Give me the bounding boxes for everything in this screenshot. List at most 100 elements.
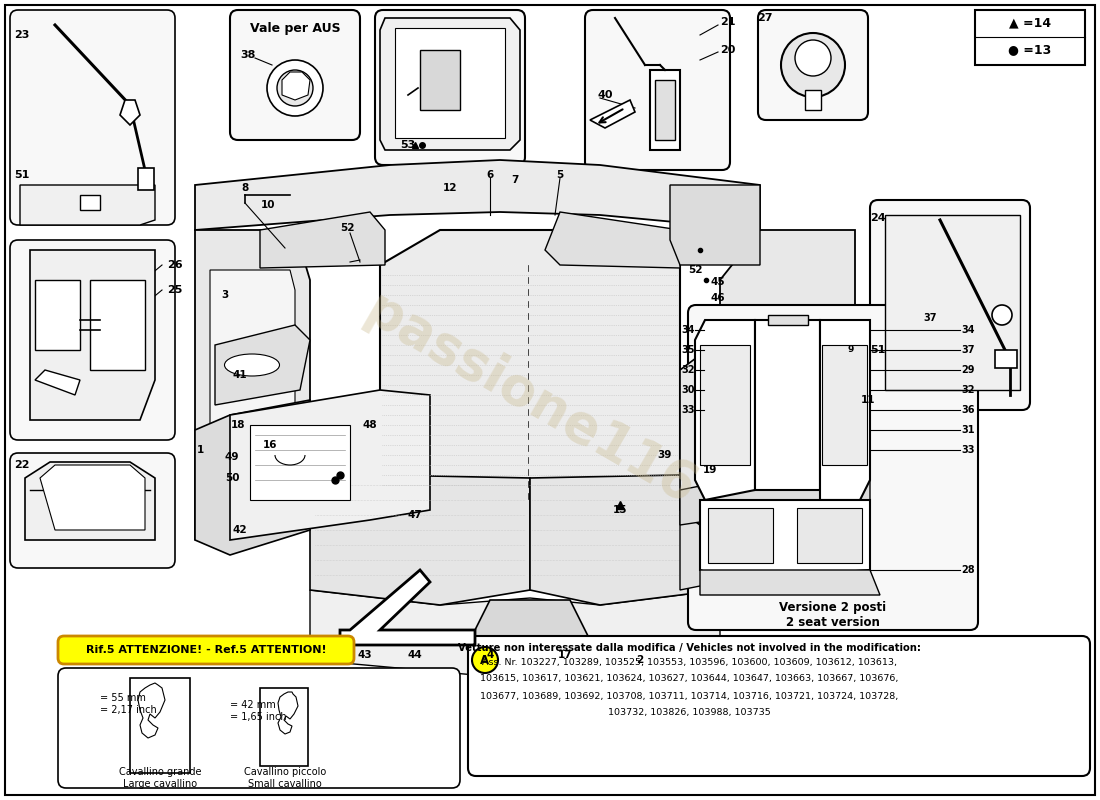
Bar — [798, 508, 862, 563]
Text: 39: 39 — [658, 450, 672, 460]
Text: 32: 32 — [961, 385, 975, 395]
Text: 40: 40 — [597, 90, 613, 100]
Bar — [996, 350, 1018, 368]
Polygon shape — [710, 445, 740, 465]
Circle shape — [781, 33, 845, 97]
FancyBboxPatch shape — [585, 10, 730, 170]
Text: ● =13: ● =13 — [1009, 43, 1052, 57]
Polygon shape — [278, 692, 298, 734]
Polygon shape — [195, 230, 310, 540]
Polygon shape — [195, 400, 320, 555]
Polygon shape — [195, 160, 760, 230]
Text: 43: 43 — [358, 650, 372, 660]
Bar — [700, 345, 750, 465]
Text: Vetture non interessate dalla modifica / Vehicles not involved in the modificati: Vetture non interessate dalla modifica /… — [458, 643, 921, 653]
FancyBboxPatch shape — [10, 453, 175, 568]
Text: 6: 6 — [486, 170, 494, 180]
Polygon shape — [768, 315, 808, 325]
Text: 103615, 103617, 103621, 103624, 103627, 103644, 103647, 103663, 103667, 103676,: 103615, 103617, 103621, 103624, 103627, … — [480, 674, 899, 683]
Text: = 1,65 inch: = 1,65 inch — [230, 712, 287, 722]
Text: 48: 48 — [363, 420, 377, 430]
FancyBboxPatch shape — [375, 10, 525, 165]
Text: 37: 37 — [923, 313, 937, 323]
Bar — [35, 280, 80, 350]
Text: Ass. Nr. 103227, 103289, 103525, 103553, 103596, 103600, 103609, 103612, 103613,: Ass. Nr. 103227, 103289, 103525, 103553,… — [482, 658, 896, 666]
Polygon shape — [755, 320, 820, 490]
Text: 10: 10 — [261, 200, 275, 210]
Polygon shape — [886, 215, 1020, 390]
Polygon shape — [20, 185, 155, 225]
Polygon shape — [680, 490, 730, 590]
Bar — [805, 90, 821, 110]
Text: 37: 37 — [961, 345, 975, 355]
Text: 16: 16 — [263, 440, 277, 450]
Polygon shape — [470, 600, 590, 680]
Text: 3: 3 — [221, 290, 229, 300]
Ellipse shape — [224, 354, 279, 376]
Text: 53: 53 — [400, 140, 416, 150]
Circle shape — [795, 40, 830, 76]
Text: 29: 29 — [961, 365, 975, 375]
Text: Cavallino piccolo
Small cavallino: Cavallino piccolo Small cavallino — [244, 767, 326, 789]
Text: 1: 1 — [197, 445, 204, 455]
Polygon shape — [282, 72, 310, 100]
Text: 22: 22 — [14, 460, 30, 470]
Text: 15: 15 — [613, 505, 627, 515]
Text: 41: 41 — [233, 370, 248, 380]
Text: 44: 44 — [408, 650, 422, 660]
Bar — [420, 50, 460, 110]
Text: 26: 26 — [167, 260, 183, 270]
Polygon shape — [310, 590, 720, 680]
FancyBboxPatch shape — [10, 10, 175, 225]
Polygon shape — [700, 570, 880, 595]
Text: 36: 36 — [961, 405, 975, 415]
Text: = 2,17 inch: = 2,17 inch — [100, 705, 156, 715]
Polygon shape — [544, 212, 680, 268]
Polygon shape — [379, 230, 680, 510]
Text: 19: 19 — [703, 465, 717, 475]
FancyBboxPatch shape — [758, 10, 868, 120]
Bar — [260, 688, 308, 766]
Polygon shape — [210, 270, 295, 470]
Bar — [822, 345, 867, 465]
Polygon shape — [700, 500, 870, 580]
FancyBboxPatch shape — [230, 10, 360, 140]
FancyBboxPatch shape — [688, 305, 978, 630]
Bar — [708, 508, 773, 563]
Text: Rif.5 ATTENZIONE! - Ref.5 ATTENTION!: Rif.5 ATTENZIONE! - Ref.5 ATTENTION! — [86, 645, 327, 655]
Polygon shape — [670, 185, 760, 265]
Polygon shape — [260, 212, 385, 268]
FancyBboxPatch shape — [10, 240, 175, 440]
Text: passione116: passione116 — [355, 284, 705, 516]
Text: 28: 28 — [961, 565, 975, 575]
Polygon shape — [530, 475, 720, 605]
Text: Versione 2 posti
2 seat version: Versione 2 posti 2 seat version — [780, 601, 887, 629]
Text: = 55 mm: = 55 mm — [100, 693, 146, 703]
Text: 11: 11 — [860, 395, 876, 405]
Polygon shape — [590, 100, 635, 128]
Text: 27: 27 — [757, 13, 772, 23]
Circle shape — [267, 60, 323, 116]
Text: 52: 52 — [688, 265, 702, 275]
Polygon shape — [340, 570, 475, 645]
Text: 5: 5 — [557, 170, 563, 180]
Text: 24: 24 — [870, 213, 886, 223]
Polygon shape — [30, 250, 155, 420]
Text: ▲ =14: ▲ =14 — [1009, 17, 1052, 30]
Text: 49: 49 — [224, 452, 240, 462]
Polygon shape — [680, 470, 870, 525]
Bar — [975, 10, 1085, 65]
Bar — [654, 80, 675, 140]
Bar — [395, 28, 505, 138]
Text: Cavallino grande
Large cavallino: Cavallino grande Large cavallino — [119, 767, 201, 789]
Text: 34: 34 — [681, 325, 695, 335]
Bar — [650, 70, 680, 150]
Text: 31: 31 — [961, 425, 975, 435]
Polygon shape — [25, 462, 155, 540]
Text: 103677, 103689, 103692, 103708, 103711, 103714, 103716, 103721, 103724, 103728,: 103677, 103689, 103692, 103708, 103711, … — [480, 691, 898, 701]
Polygon shape — [379, 18, 520, 150]
Text: 50: 50 — [224, 473, 240, 483]
Polygon shape — [40, 465, 145, 530]
Polygon shape — [820, 320, 870, 500]
Polygon shape — [230, 390, 430, 540]
